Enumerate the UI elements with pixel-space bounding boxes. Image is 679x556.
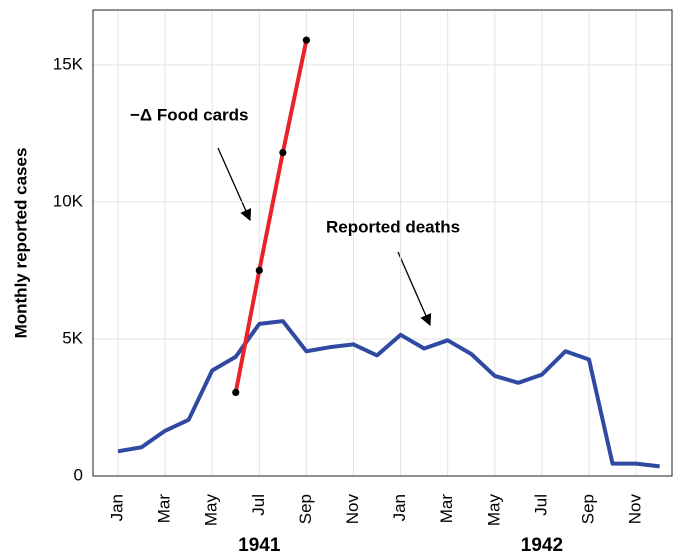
y-axis-label: Monthly reported cases [11,148,30,339]
point-marker [302,36,310,44]
x-tick-label: Mar [155,494,174,524]
x-tick-label: Nov [626,494,645,525]
x-tick-label: Jan [390,494,409,521]
annotation-arrow [217,147,252,222]
x-tick-label: May [202,494,221,527]
series-annotation: Reported deaths [326,217,460,236]
series-annotation: −Δ Food cards [130,105,249,124]
line-series [233,39,309,393]
x-tick-label: Jul [531,494,550,516]
line-series [117,319,660,469]
y-tick-label: 5K [62,328,83,347]
point-marker [279,148,287,157]
year-label: 1941 [238,535,281,556]
x-tick-label: Nov [343,494,362,525]
point-marker [255,266,263,275]
x-tick-label: Sep [578,494,597,524]
point-marker [232,388,240,396]
y-tick-label: 10K [53,191,84,210]
annotation-arrow [397,251,432,327]
x-tick-label: May [484,494,503,527]
year-label: 1942 [521,535,563,556]
y-tick-label: 15K [53,54,84,73]
x-tick-label: Mar [437,494,456,524]
x-tick-label: Sep [296,494,315,524]
x-tick-label: Jul [249,494,268,516]
x-tick-label: Jan [107,494,126,521]
y-tick-label: 0 [74,465,83,484]
plot-frame [92,9,673,477]
